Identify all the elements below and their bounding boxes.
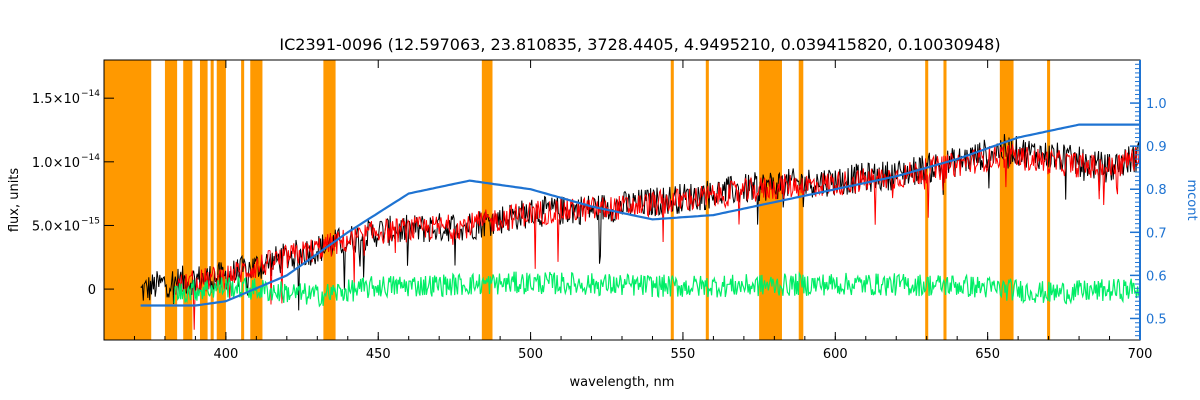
y2-tick-label-3: 0.8 [1146, 183, 1167, 198]
y-tick-exp-3: −14 [81, 89, 100, 99]
masked-region-13 [798, 60, 804, 340]
y2-axis-label: mcont [1184, 179, 1199, 220]
x-tick-label-700: 700 [1128, 347, 1153, 362]
y-tick-label-3: 1.5×10 [32, 92, 80, 107]
y-axis-label: flux, units [7, 168, 22, 233]
y-tick-label-2: 1.0×10 [32, 156, 80, 171]
masked-region-12 [759, 60, 782, 340]
masked-region-11 [705, 60, 709, 340]
x-axis-label: wavelength, nm [570, 375, 675, 390]
y2-tick-label-1: 0.6 [1146, 269, 1167, 284]
y-tick-exp-1: −15 [81, 216, 100, 226]
masked-region-15 [943, 60, 947, 340]
masked-region-9 [481, 60, 493, 340]
y-tick-exp-2: −14 [81, 153, 100, 163]
y2-tick-label-4: 0.9 [1146, 140, 1167, 155]
y-tick-label-0: 0 [88, 283, 96, 298]
x-axis: 400 450 500 550 600 650 700 [133, 60, 1153, 362]
series-3-line [140, 123, 1140, 307]
x-tick-label-600: 600 [823, 347, 848, 362]
y2-tick-label-0: 0.5 [1146, 312, 1167, 327]
masked-region-14 [925, 60, 929, 340]
masked-region-8 [323, 60, 336, 340]
masked-region-16 [999, 60, 1014, 340]
masked-region-0 [104, 60, 152, 340]
masked-region-4 [210, 60, 214, 340]
x-tick-label-550: 550 [671, 347, 696, 362]
masked-regions [104, 60, 1051, 340]
x-tick-label-650: 650 [975, 347, 1000, 362]
y-tick-label-1: 5.0×10 [32, 219, 80, 234]
series-2-line [173, 271, 1140, 308]
y2-tick-label-2: 0.7 [1146, 226, 1167, 241]
masked-region-6 [241, 60, 245, 340]
series-layer [140, 123, 1141, 330]
y-axis: 05.0×10 −151.0×10 −141.5×10 −14 [32, 89, 114, 298]
masked-region-3 [199, 60, 208, 340]
x-tick-label-500: 500 [518, 347, 543, 362]
masked-region-1 [164, 60, 178, 340]
x-tick-label-450: 450 [366, 347, 391, 362]
masked-region-17 [1047, 60, 1051, 340]
masked-region-5 [216, 60, 226, 340]
x-tick-label-400: 400 [213, 347, 238, 362]
chart-title: IC2391-0096 (12.597063, 23.810835, 3728.… [279, 35, 1000, 54]
y2-tick-label-5: 1.0 [1146, 97, 1167, 112]
y2-axis: 0.5 0.6 0.7 0.8 0.9 1.0 [1130, 60, 1167, 340]
masked-region-2 [183, 60, 193, 340]
